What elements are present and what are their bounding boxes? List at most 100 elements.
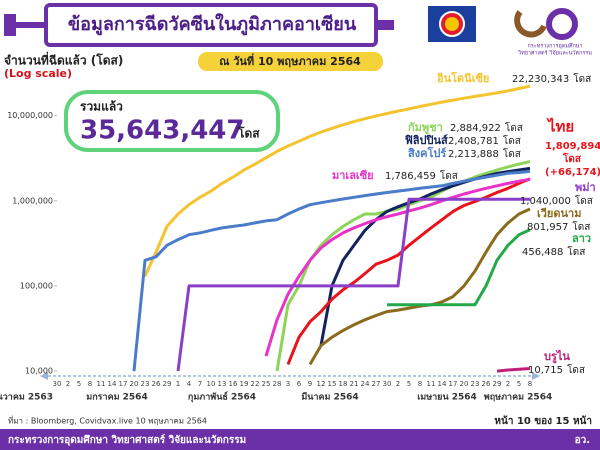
value-label: 456,488 [522, 247, 563, 258]
logo-text: วิทยาศาสตร์ วิจัยและนวัตกรรม [517, 50, 592, 57]
unit-label: โดส [562, 152, 582, 165]
logo-text: กระทรวงการอุดมศึกษา [528, 43, 583, 50]
x-tick-label: 8 [418, 380, 422, 388]
x-tick-label: 26 [482, 380, 491, 388]
plunger-rod [16, 22, 46, 28]
unit-label: โดส [573, 72, 591, 85]
axis-arrow [532, 372, 540, 380]
legend-label: มาเลเซีย [332, 169, 374, 182]
x-tick-label: 2 [506, 380, 510, 388]
legend-label: กัมพูชา [408, 121, 443, 135]
x-tick-label: 15 [328, 380, 337, 388]
unit-label: โดส [567, 363, 585, 376]
x-tick-label: 10 [207, 380, 216, 388]
x-tick-label: 5 [517, 380, 521, 388]
series-line [496, 367, 531, 373]
x-tick-label: 25 [262, 380, 271, 388]
x-tick-label: 5 [407, 380, 411, 388]
y-tick-label: 10,000 [25, 367, 53, 376]
x-tick-label: 30 [53, 380, 62, 388]
x-tick-label: 27 [372, 380, 381, 388]
unit-label: โดส [505, 121, 523, 134]
x-tick-label: 4 [187, 380, 192, 388]
legend-label: สิงคโปร์ [408, 146, 447, 160]
value-label: 1,040,000 [520, 196, 571, 207]
series-line [286, 177, 531, 365]
x-tick-label: 12 [317, 380, 326, 388]
y-axis-label: จำนวนที่ฉีดแล้ว (โดส) [4, 52, 123, 68]
value-label: 2,408,781 [448, 136, 499, 147]
series-line [143, 84, 531, 277]
x-tick-label: 2 [66, 380, 70, 388]
page-number: หน้า 10 ของ 15 หน้า [494, 415, 592, 427]
x-tick-label: 19 [240, 380, 249, 388]
x-tick-label: 8 [528, 380, 532, 388]
unit-label: โดส [440, 169, 458, 182]
footer-short: อว. [575, 435, 590, 446]
value-label: 10,715 [528, 365, 563, 376]
month-label: กุมภาพันธ์ 2564 [188, 391, 256, 403]
scale-note: (Log scale) [4, 67, 72, 80]
series-line [176, 197, 530, 372]
change-label: (+66,174) [545, 167, 600, 178]
x-tick-label: 29 [493, 380, 502, 388]
legend-label: พม่า [575, 181, 596, 194]
series-line [132, 169, 531, 372]
x-tick-label: 5 [77, 380, 81, 388]
month-label: ธันวาคม 2563 [0, 392, 53, 403]
x-tick-label: 1 [176, 380, 180, 388]
x-tick-label: 7 [198, 380, 202, 388]
x-tick-label: 23 [141, 380, 150, 388]
x-tick-label: 22 [251, 380, 260, 388]
source: ที่มา : Bloomberg, Covidvax.live 10 พฤษภ… [8, 415, 207, 426]
y-tick-label: 10,000,000 [7, 111, 53, 120]
total-box [64, 90, 280, 152]
x-tick-label: 3 [286, 380, 290, 388]
unit-label: โดส [575, 194, 593, 207]
x-tick-label: 16 [229, 380, 238, 388]
value-label: 2,213,888 [448, 149, 499, 160]
date: ณ วันที่ 10 พฤษภาคม 2564 [219, 53, 361, 68]
x-tick-label: 14 [438, 380, 447, 388]
unit-label: โดส [572, 220, 590, 233]
series-line [319, 166, 531, 346]
x-tick-label: 13 [218, 380, 227, 388]
x-tick-label: 23 [471, 380, 480, 388]
title: ข้อมูลการฉีดวัคซีนในภูมิภาคอาเซียน [68, 13, 357, 36]
legend-label: ไทย [546, 117, 574, 136]
legend-label: บรูไน [544, 349, 570, 364]
legend-label: เวียดนาม [537, 207, 581, 220]
value-label: 1,786,459 [385, 171, 436, 182]
plunger-end [4, 14, 16, 36]
month-label: มกราคม 2564 [86, 393, 147, 403]
x-tick-label: 30 [383, 380, 392, 388]
x-tick-label: 11 [97, 380, 106, 388]
footer-ministry: กระทรวงการอุดมศึกษา วิทยาศาสตร์ วิจัยและ… [8, 434, 246, 446]
total-unit: โดส [237, 126, 260, 141]
total-value: 35,643,447 [80, 116, 244, 146]
x-tick-label: 20 [130, 380, 139, 388]
x-tick-label: 28 [273, 380, 282, 388]
unit-label: โดส [567, 245, 585, 258]
x-tick-label: 29 [163, 380, 172, 388]
x-tick-label: 6 [297, 380, 302, 388]
x-tick-label: 21 [350, 380, 359, 388]
month-label: มีนาคม 2564 [301, 392, 358, 403]
value-label: 1,809,894 [545, 141, 600, 152]
x-tick-label: 18 [339, 380, 348, 388]
x-tick-label: 14 [108, 380, 117, 388]
x-tick-label: 9 [308, 380, 312, 388]
x-tick-label: 17 [119, 380, 128, 388]
x-tick-label: 24 [361, 380, 370, 388]
logo-mark [514, 10, 547, 38]
month-label: พฤษภาคม 2564 [484, 393, 552, 403]
month-label: เมษายน 2564 [417, 393, 477, 403]
x-tick-label: 26 [152, 380, 161, 388]
value-label: 801,957 [527, 222, 568, 233]
axis-arrow [40, 372, 48, 380]
date-pill [198, 52, 383, 71]
legend-label: ฟิลิปปินส์ [405, 134, 449, 147]
value-label: 22,230,343 [512, 74, 569, 85]
